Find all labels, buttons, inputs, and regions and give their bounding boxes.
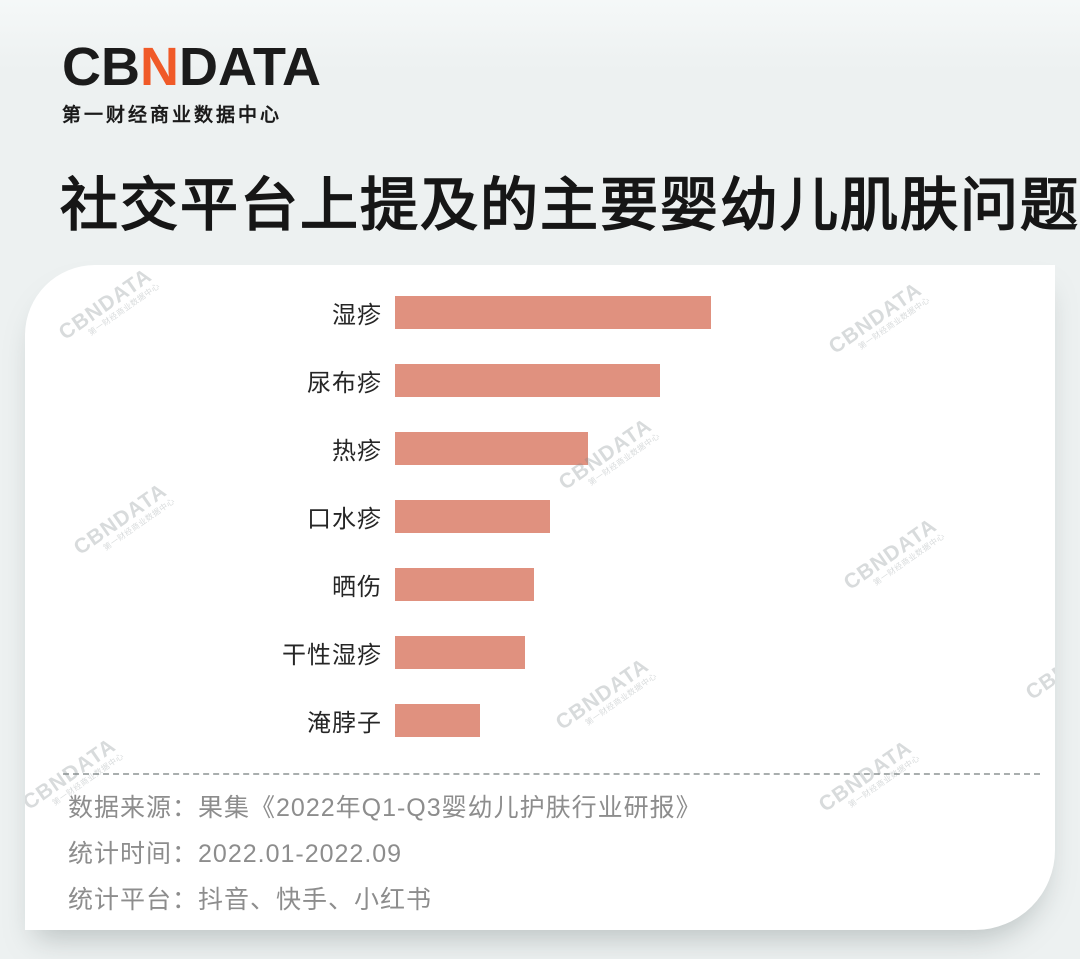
bar-label: 淹脖子 — [307, 710, 382, 737]
platform-value: 抖音、快手、小红书 — [198, 886, 433, 914]
source-label: 数据来源： — [68, 794, 199, 822]
logo-wordmark: CBNDATA — [62, 40, 321, 94]
platform-label: 统计平台： — [68, 886, 199, 914]
footer-notes: 数据来源：果集《2022年Q1-Q3婴幼儿护肤行业研报》 统计时间：2022.0… — [68, 793, 702, 930]
platform-line: 统计平台：抖音、快手、小红书 — [68, 885, 702, 915]
bar-label: 口水疹 — [307, 506, 382, 533]
time-label: 统计时间： — [68, 840, 199, 868]
page-title: 社交平台上提及的主要婴幼儿肌肤问题 — [60, 173, 1080, 238]
bar-row: 干性湿疹 — [25, 636, 1055, 669]
bar — [395, 704, 480, 737]
bar-row: 湿疹 — [25, 296, 1055, 329]
source-line: 数据来源：果集《2022年Q1-Q3婴幼儿护肤行业研报》 — [68, 793, 702, 823]
bar-chart: 湿疹尿布疹热疹口水疹晒伤干性湿疹淹脖子 — [25, 296, 1055, 772]
bar — [395, 364, 660, 397]
time-value: 2022.01-2022.09 — [198, 840, 403, 868]
logo-accent-letter: N — [140, 37, 179, 97]
bar-row: 尿布疹 — [25, 364, 1055, 397]
logo-text: CB — [62, 37, 140, 97]
logo-text: DATA — [179, 37, 321, 97]
bar-label: 热疹 — [332, 438, 382, 465]
bar-row: 口水疹 — [25, 500, 1055, 533]
bar — [395, 296, 711, 329]
bar-label: 尿布疹 — [307, 370, 382, 397]
bar-row: 淹脖子 — [25, 704, 1055, 737]
bar — [395, 636, 525, 669]
bar-label: 干性湿疹 — [282, 642, 382, 669]
time-line: 统计时间：2022.01-2022.09 — [68, 839, 702, 869]
bar — [395, 568, 534, 601]
bar-row: 热疹 — [25, 432, 1055, 465]
source-value: 果集《2022年Q1-Q3婴幼儿护肤行业研报》 — [198, 794, 702, 822]
logo-subtitle: 第一财经商业数据中心 — [62, 105, 283, 126]
bar-label: 湿疹 — [332, 302, 382, 329]
bar-label: 晒伤 — [332, 574, 382, 601]
bar-row: 晒伤 — [25, 568, 1055, 601]
cbndata-logo: CBNDATA 第一财经商业数据中心 — [62, 40, 321, 127]
bar — [395, 432, 588, 465]
chart-card: 湿疹 尿布疹 热疹 口水疹 晒伤 干性湿疹 淹脖子 CBNDATA 第一财经商业数据中心 CBN… — [25, 265, 1055, 930]
bar — [395, 500, 550, 533]
dashed-divider — [63, 773, 1040, 775]
